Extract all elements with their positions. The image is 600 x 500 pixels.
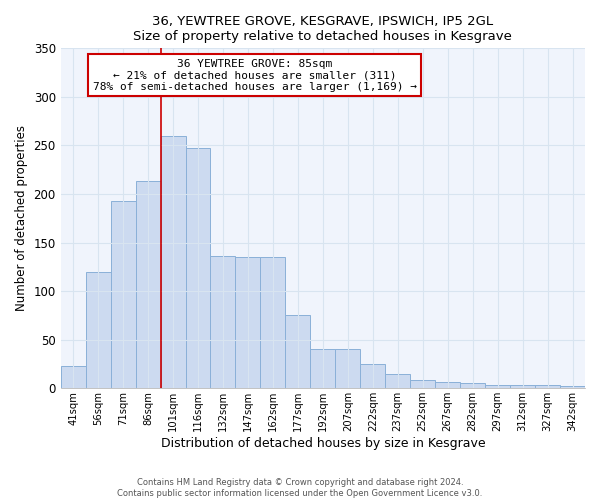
Bar xyxy=(211,256,235,388)
Bar xyxy=(136,182,161,388)
Text: Contains HM Land Registry data © Crown copyright and database right 2024.
Contai: Contains HM Land Registry data © Crown c… xyxy=(118,478,482,498)
Bar xyxy=(235,257,260,388)
Bar xyxy=(360,364,385,388)
Bar xyxy=(286,316,310,388)
Bar xyxy=(61,366,86,388)
Title: 36, YEWTREE GROVE, KESGRAVE, IPSWICH, IP5 2GL
Size of property relative to detac: 36, YEWTREE GROVE, KESGRAVE, IPSWICH, IP… xyxy=(133,15,512,43)
Bar xyxy=(460,384,485,388)
Bar xyxy=(110,201,136,388)
Bar xyxy=(485,386,510,388)
Bar xyxy=(161,136,185,388)
X-axis label: Distribution of detached houses by size in Kesgrave: Distribution of detached houses by size … xyxy=(161,437,485,450)
Bar xyxy=(510,386,535,388)
Bar xyxy=(310,350,335,389)
Bar xyxy=(260,257,286,388)
Text: 36 YEWTREE GROVE: 85sqm
← 21% of detached houses are smaller (311)
78% of semi-d: 36 YEWTREE GROVE: 85sqm ← 21% of detache… xyxy=(92,58,416,92)
Bar xyxy=(86,272,110,388)
Bar xyxy=(385,374,410,388)
Y-axis label: Number of detached properties: Number of detached properties xyxy=(15,126,28,312)
Bar xyxy=(410,380,435,388)
Bar xyxy=(535,386,560,388)
Bar xyxy=(435,382,460,388)
Bar xyxy=(560,386,585,388)
Bar xyxy=(335,350,360,389)
Bar xyxy=(185,148,211,388)
